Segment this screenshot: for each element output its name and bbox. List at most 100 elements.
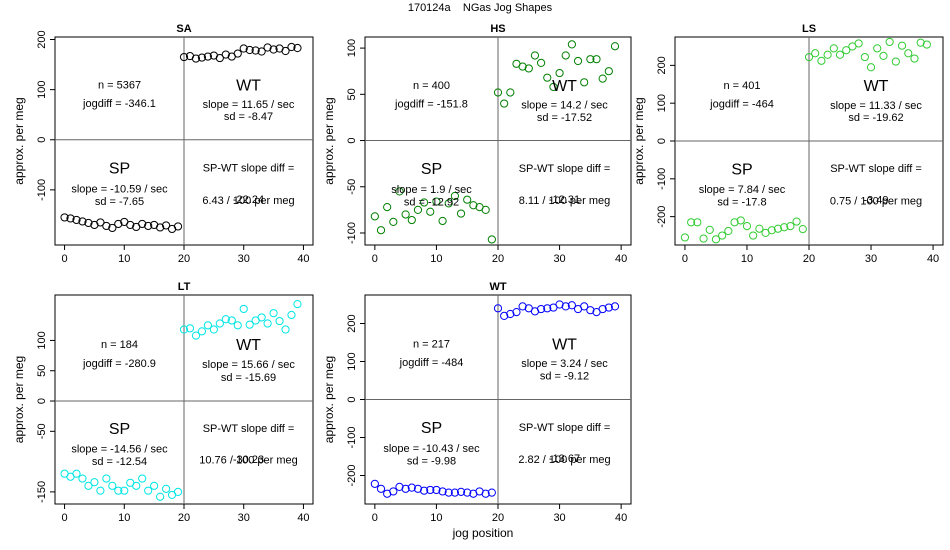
- data-point: [749, 231, 758, 240]
- data-point: [567, 301, 576, 310]
- data-point: [592, 55, 601, 64]
- data-point: [138, 474, 147, 483]
- data-point: [604, 67, 613, 76]
- x-tick-label: 30: [238, 253, 250, 265]
- data-point: [438, 216, 447, 226]
- y-tick-label: -50: [36, 423, 48, 439]
- data-point: [518, 302, 527, 311]
- n-count-text: n = 400: [413, 80, 450, 92]
- data-point: [203, 52, 212, 61]
- sp-sd-text: sd = -17.8: [717, 196, 766, 208]
- data-point: [493, 304, 503, 313]
- data-point: [543, 73, 552, 82]
- jogdiff-text: jogdiff = -346.1: [82, 98, 156, 110]
- data-point: [72, 215, 81, 225]
- data-point: [916, 38, 925, 47]
- data-point: [221, 50, 230, 59]
- data-point: [114, 486, 123, 495]
- data-point: [910, 54, 919, 63]
- data-point: [102, 474, 111, 483]
- data-point: [773, 224, 783, 233]
- data-point: [500, 99, 509, 108]
- x-tick-label: 30: [553, 512, 565, 524]
- y-tick-label: 200: [36, 30, 48, 48]
- slope-diff-per-meg: 2.82 / 100 per meg: [518, 454, 610, 466]
- data-point: [786, 221, 795, 231]
- y-axis-label: approx. per meg: [322, 356, 336, 443]
- data-point: [736, 216, 745, 225]
- panel-wt: WT 0 10 20 30 40 -200 -100 0 100 200 approx. per me…: [322, 281, 632, 524]
- slope-diff-label: SP-WT slope diff =: [830, 163, 922, 175]
- data-point: [72, 469, 81, 478]
- y-tick-label: -150: [36, 481, 48, 503]
- sp-sd-text: sd = -9.98: [407, 455, 456, 467]
- data-point: [469, 201, 478, 210]
- wt-sd-text: sd = -9.12: [540, 371, 589, 383]
- data-point: [444, 199, 453, 208]
- data-point: [817, 56, 826, 65]
- y-tick-label: -100: [346, 222, 358, 244]
- data-point: [407, 483, 416, 492]
- data-point: [179, 52, 189, 62]
- wt-slope-text: slope = 11.33 / sec: [830, 100, 922, 112]
- data-point: [126, 220, 135, 230]
- data-point: [102, 221, 111, 231]
- data-point: [487, 488, 496, 497]
- figure-title: 170124a NGas Jog Shapes: [408, 2, 553, 14]
- data-point: [420, 198, 429, 207]
- data-point: [705, 225, 714, 234]
- wt-label: WT: [552, 336, 577, 353]
- x-tick-label: 30: [865, 253, 877, 265]
- y-tick-label: -200: [346, 464, 358, 486]
- data-point: [537, 58, 546, 67]
- data-point: [90, 478, 99, 487]
- x-tick-label: 10: [118, 512, 130, 524]
- data-point: [586, 306, 595, 315]
- data-point: [161, 221, 171, 230]
- x-tick-label: 20: [803, 253, 815, 265]
- data-point: [108, 223, 117, 233]
- x-tick-label: 40: [297, 253, 309, 265]
- x-tick-label: 10: [741, 253, 753, 265]
- data-point: [84, 481, 93, 490]
- data-point: [156, 492, 165, 501]
- wt-label: WT: [236, 337, 261, 354]
- y-tick-label: -200: [656, 206, 668, 228]
- data-point: [275, 316, 284, 326]
- data-point: [549, 82, 558, 92]
- panel-title: SA: [176, 23, 191, 35]
- data-point: [293, 299, 302, 309]
- data-point: [573, 56, 583, 66]
- data-point: [811, 49, 820, 58]
- data-point: [842, 46, 851, 55]
- data-point: [829, 44, 838, 53]
- data-point: [524, 64, 533, 73]
- wt-sd-text: sd = -17.52: [537, 112, 592, 124]
- n-count-text: n = 217: [413, 338, 450, 350]
- y-tick-label: 200: [656, 56, 668, 74]
- data-point: [96, 486, 105, 495]
- x-tick-label: 0: [682, 253, 688, 265]
- x-tick-label: 20: [178, 253, 190, 265]
- data-point: [897, 41, 907, 50]
- data-point: [481, 205, 490, 214]
- data-point: [245, 320, 254, 329]
- x-tick-label: 10: [118, 253, 130, 265]
- data-point: [854, 39, 863, 48]
- data-point: [376, 226, 386, 235]
- x-tick-label: 40: [927, 253, 939, 265]
- x-tick-label: 0: [61, 512, 67, 524]
- slope-diff-label: SP-WT slope diff =: [519, 422, 611, 434]
- data-point: [718, 231, 727, 240]
- y-axis-label: approx. per meg: [322, 97, 336, 184]
- data-point: [487, 235, 496, 244]
- data-point: [407, 215, 416, 225]
- data-point: [432, 485, 441, 495]
- data-point: [215, 319, 224, 328]
- slope-diff-value: -13.67: [549, 453, 580, 465]
- jogdiff-text: jogdiff = -151.8: [394, 98, 468, 110]
- data-point: [281, 325, 290, 334]
- data-point: [144, 221, 153, 231]
- slope-diff-per-meg: 10.76 / 100 per meg: [199, 455, 297, 467]
- wt-slope-text: slope = 15.66 / sec: [202, 359, 295, 371]
